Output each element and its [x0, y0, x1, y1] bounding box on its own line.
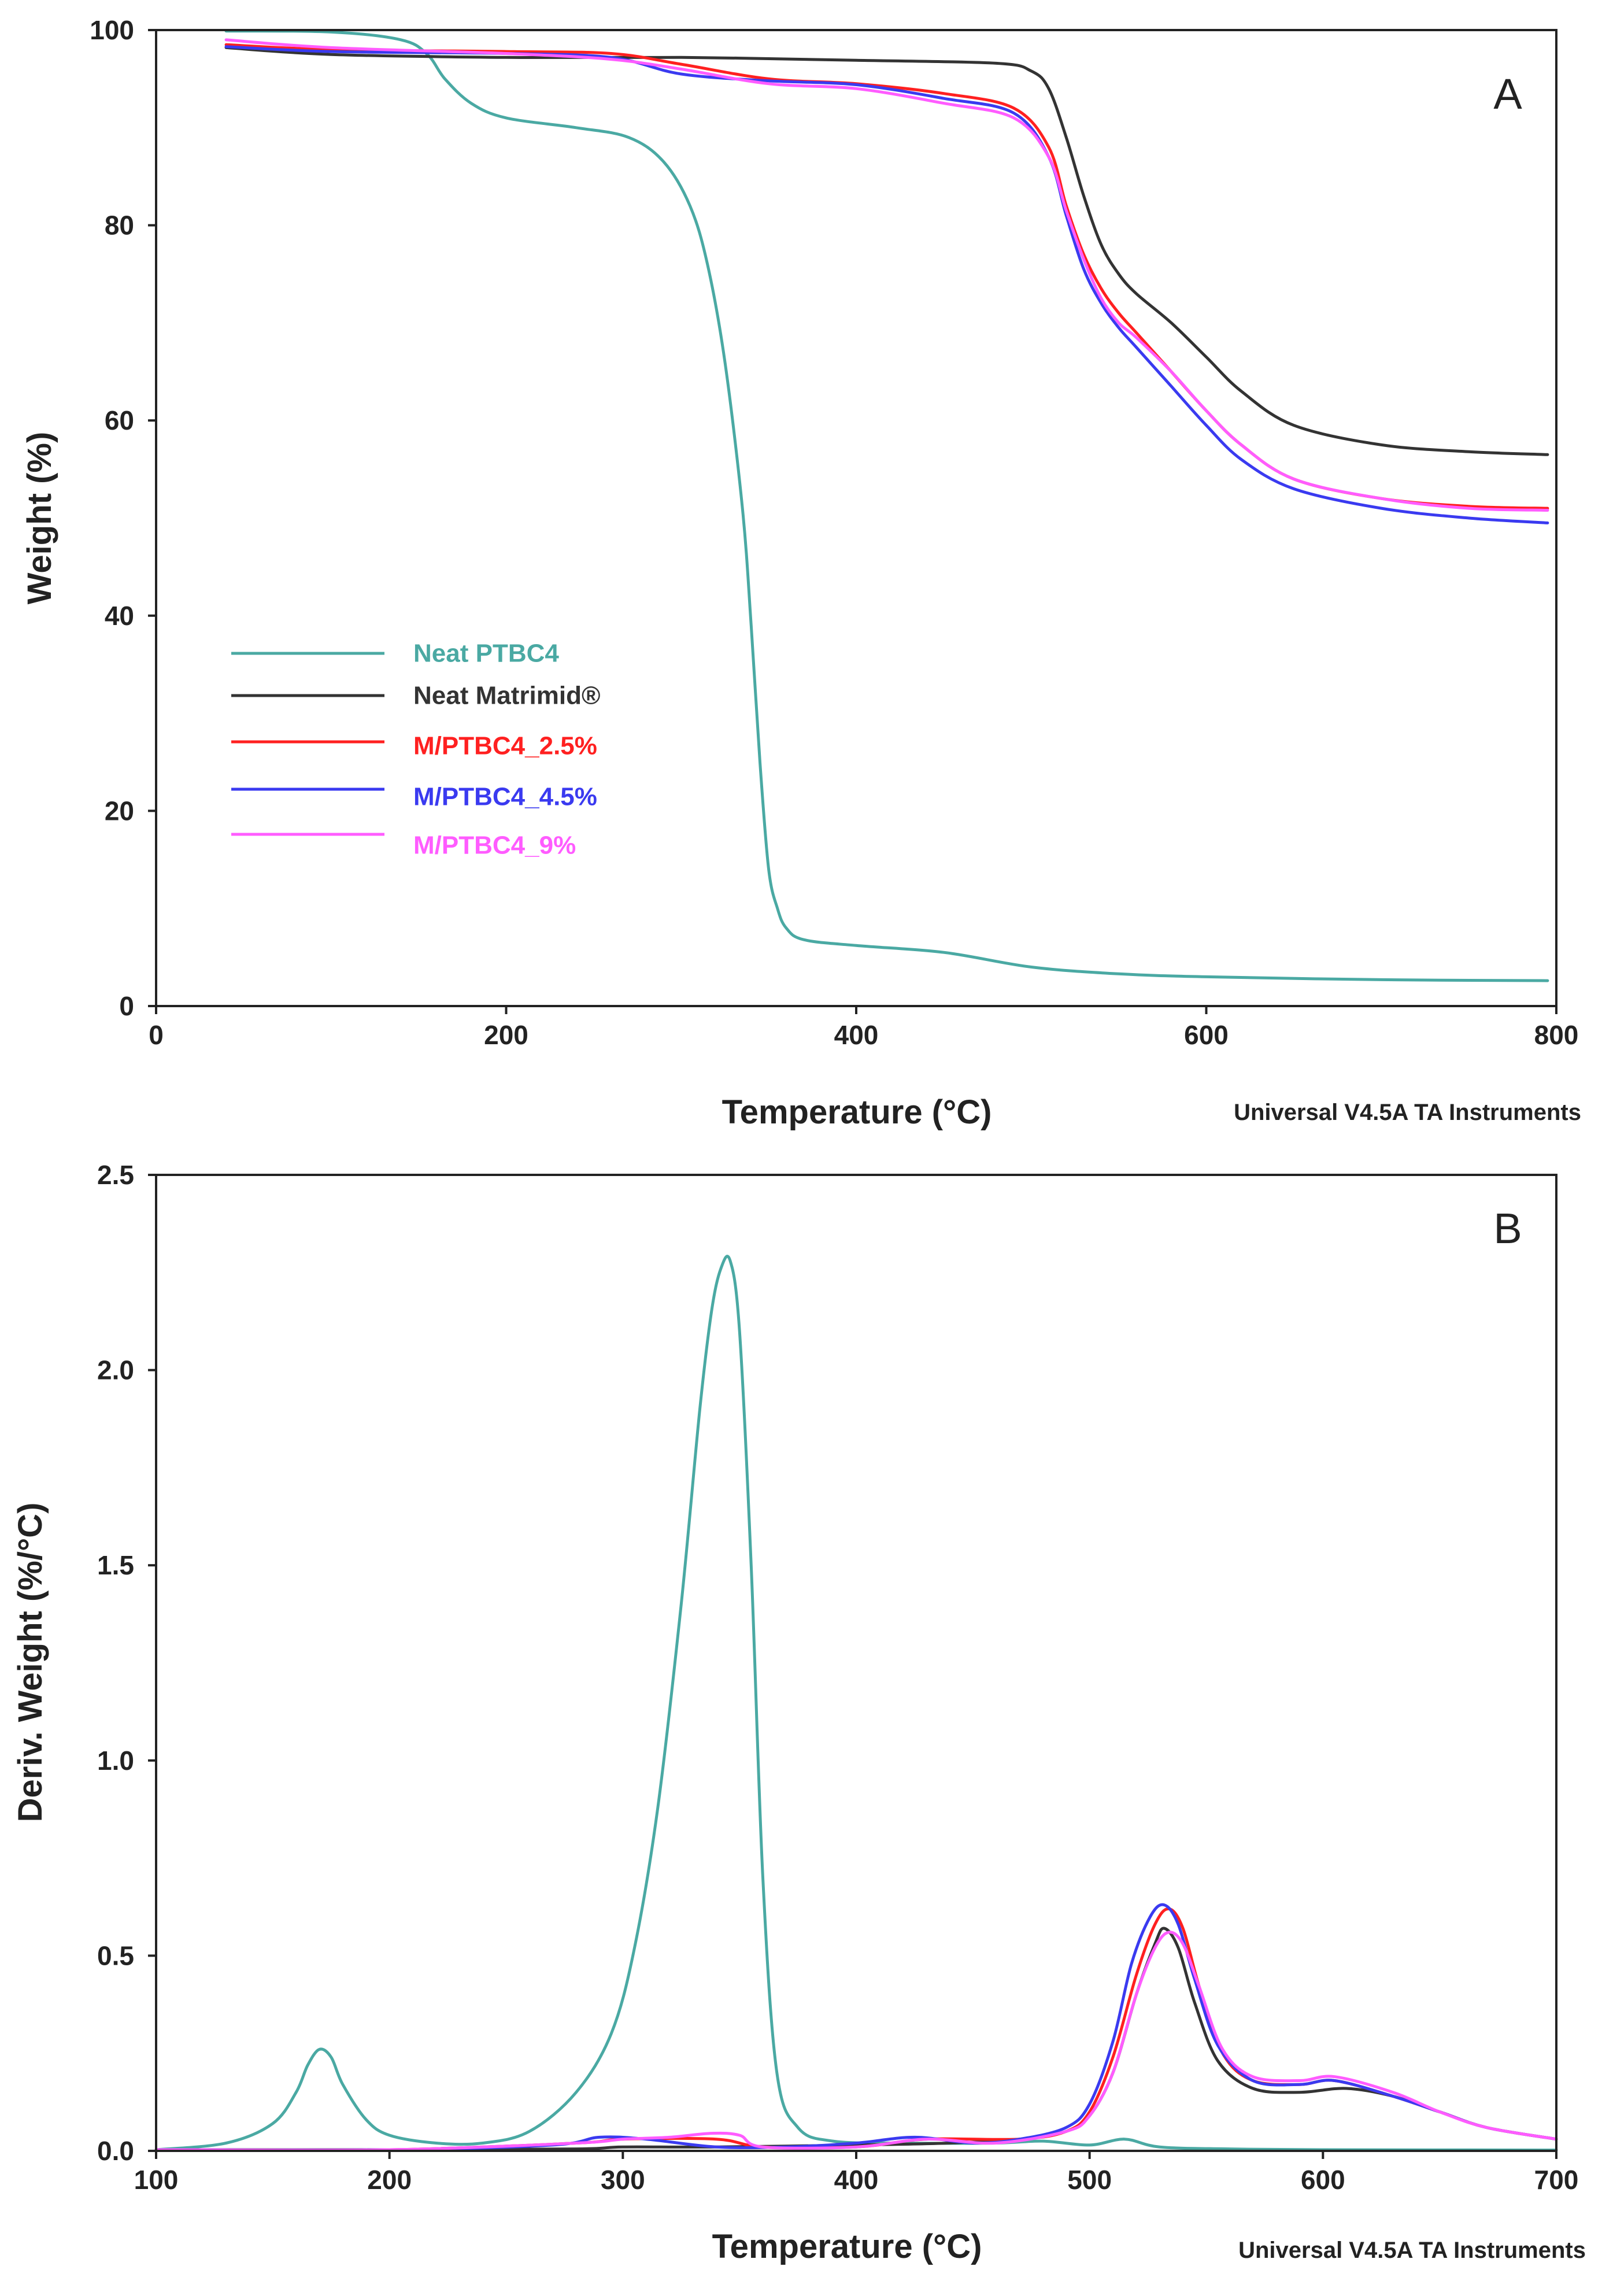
legend-label-m-ptbc4-9: M/PTBC4_9% — [413, 831, 576, 860]
x-tick-label: 200 — [367, 2165, 412, 2195]
y-tick-label: 1.5 — [97, 1550, 134, 1580]
y-tick-label: 0.0 — [97, 2136, 134, 2166]
y-tick-label: 40 — [105, 601, 134, 631]
y-tick-label: 20 — [105, 796, 134, 826]
y-tick-label: 60 — [105, 405, 134, 435]
panel-a-y-axis-title: Weight (%) — [21, 432, 58, 605]
panel-a-ticks: 0 200 400 600 800 0 20 40 60 80 100 — [90, 15, 1578, 1050]
panel-a-legend: Neat PTBC4 Neat Matrimid® M/PTBC4_2.5% M… — [231, 639, 600, 860]
x-tick-label: 400 — [834, 2165, 879, 2195]
series-line-m-ptbc4-9 — [154, 1931, 1558, 2152]
x-tick-label: 300 — [601, 2165, 645, 2195]
panel-b-x-axis-title: Temperature (°C) — [712, 2228, 982, 2265]
x-tick-label: 800 — [1534, 1020, 1579, 1050]
panel-a-curves — [224, 29, 1549, 982]
legend-label-neat-matrimid: Neat Matrimid® — [413, 682, 600, 710]
panel-b-curves — [154, 1255, 1558, 2152]
x-tick-label: 700 — [1534, 2165, 1579, 2195]
panel-a: 0 200 400 600 800 0 20 40 60 80 100 A Temperature … — [21, 15, 1581, 1131]
panel-b-y-axis-title: Deriv. Weight (%/°C) — [12, 1503, 49, 1822]
x-tick-label: 600 — [1301, 2165, 1345, 2195]
series-line-neat-ptbc4 — [154, 1255, 1558, 2152]
y-tick-label: 100 — [90, 15, 134, 45]
panel-a-credit: Universal V4.5A TA Instruments — [1234, 1100, 1581, 1125]
y-tick-label: 2.0 — [97, 1355, 134, 1385]
legend-label-m-ptbc4-4-5: M/PTBC4_4.5% — [413, 783, 597, 811]
y-tick-label: 1.0 — [97, 1746, 134, 1776]
x-tick-label: 200 — [484, 1020, 528, 1050]
y-tick-label: 0.5 — [97, 1940, 134, 1970]
series-line-neat-ptbc4 — [224, 29, 1549, 982]
legend-label-neat-ptbc4: Neat PTBC4 — [413, 639, 559, 668]
panel-a-label: A — [1493, 70, 1522, 118]
y-tick-label: 2.5 — [97, 1160, 134, 1190]
x-tick-label: 600 — [1184, 1020, 1229, 1050]
x-tick-label: 100 — [134, 2165, 179, 2195]
x-tick-label: 400 — [834, 1020, 879, 1050]
x-tick-label: 0 — [149, 1020, 164, 1050]
legend-label-m-ptbc4-2-5: M/PTBC4_2.5% — [413, 732, 597, 760]
y-tick-label: 80 — [105, 210, 134, 241]
panel-b: 100 200 300 400 500 600 7000.00.51.01.52.02.5 … — [12, 1160, 1586, 2265]
panel-b-credit: Universal V4.5A TA Instruments — [1238, 2238, 1586, 2263]
panel-b-ticks: 100 200 300 400 500 600 700 0.0 0.5 1.0 1.5 2.0 2.5 — [97, 1160, 1578, 2195]
panel-b-label: B — [1493, 1204, 1522, 1252]
series-line-m-ptbc4-9 — [224, 38, 1549, 512]
y-tick-label: 0 — [119, 991, 134, 1021]
panel-a-x-axis-title: Temperature (°C) — [722, 1093, 992, 1131]
series-line-m-ptbc4-4-5 — [154, 1903, 1558, 2152]
x-tick-label: 500 — [1067, 2165, 1112, 2195]
